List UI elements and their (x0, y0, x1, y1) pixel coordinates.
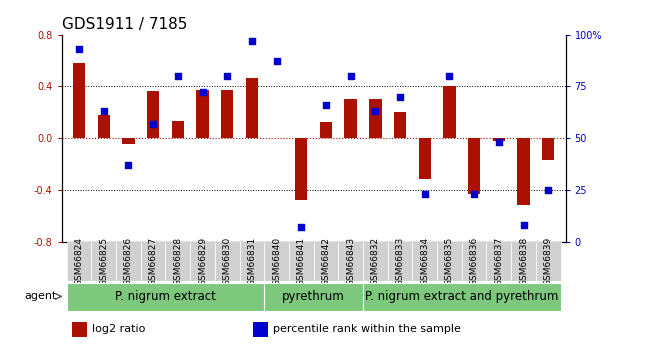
Bar (295, 138, 307, 200)
Text: GSM66836: GSM66836 (470, 237, 478, 286)
Text: GSM66839: GSM66839 (543, 237, 552, 286)
Bar (196, 90, 209, 138)
Bar (215, 241, 240, 281)
Bar (437, 241, 461, 281)
Text: percentile rank within the sample: percentile rank within the sample (273, 324, 462, 334)
Bar (141, 241, 166, 281)
Text: GSM66830: GSM66830 (223, 237, 231, 286)
Bar (116, 241, 141, 281)
Point (99, 108, 109, 114)
Bar (320, 122, 332, 138)
Text: GSM66831: GSM66831 (248, 237, 256, 286)
Point (320, 102, 331, 108)
Text: GSM66827: GSM66827 (149, 237, 157, 286)
Bar (172, 121, 184, 138)
Bar (468, 138, 480, 194)
Point (370, 108, 380, 114)
Point (148, 121, 159, 126)
Point (198, 90, 208, 95)
Bar (73, 63, 85, 138)
Text: GSM66832: GSM66832 (371, 237, 380, 286)
Bar (462, 241, 486, 281)
Text: GSM66840: GSM66840 (272, 237, 281, 286)
Bar (265, 241, 289, 281)
Bar (369, 99, 382, 138)
Text: GSM66824: GSM66824 (75, 237, 84, 286)
Bar (240, 241, 265, 281)
Bar (221, 90, 233, 138)
Point (419, 191, 430, 197)
Text: GSM66828: GSM66828 (174, 237, 182, 286)
Point (272, 59, 282, 64)
Bar (67, 283, 265, 311)
Bar (254, 322, 268, 337)
Bar (493, 138, 505, 141)
Bar (486, 241, 511, 281)
Point (543, 187, 553, 193)
Bar (419, 138, 431, 179)
Bar (190, 241, 215, 281)
Text: pyrethrum: pyrethrum (282, 290, 345, 303)
Point (222, 73, 233, 79)
Point (124, 162, 134, 168)
Bar (246, 79, 258, 138)
Bar (72, 322, 87, 337)
Text: GSM66837: GSM66837 (495, 237, 503, 286)
Point (395, 94, 405, 99)
Bar (313, 241, 338, 281)
Text: GSM66835: GSM66835 (445, 237, 454, 286)
Text: P. nigrum extract and pyrethrum: P. nigrum extract and pyrethrum (365, 290, 558, 303)
Point (173, 73, 183, 79)
Bar (92, 241, 116, 281)
Point (469, 191, 479, 197)
Bar (265, 283, 363, 311)
Text: GSM66826: GSM66826 (124, 237, 133, 286)
Bar (517, 138, 530, 205)
Point (518, 222, 528, 228)
Text: GSM66842: GSM66842 (322, 237, 330, 286)
Bar (98, 115, 110, 138)
Text: GSM66833: GSM66833 (396, 237, 404, 286)
Bar (289, 241, 313, 281)
Bar (511, 241, 536, 281)
Bar (542, 138, 554, 160)
Bar (412, 241, 437, 281)
Bar (536, 241, 560, 281)
Text: GSM66843: GSM66843 (346, 237, 355, 286)
Point (247, 38, 257, 43)
Text: GSM66829: GSM66829 (198, 237, 207, 286)
Bar (67, 241, 92, 281)
Bar (338, 241, 363, 281)
Bar (387, 241, 412, 281)
Text: GSM66841: GSM66841 (297, 237, 306, 286)
Text: P. nigrum extract: P. nigrum extract (115, 290, 216, 303)
Text: GSM66838: GSM66838 (519, 237, 528, 286)
Point (74, 46, 85, 52)
Text: GSM66825: GSM66825 (99, 237, 109, 286)
Text: agent: agent (25, 292, 57, 302)
Point (296, 224, 307, 230)
Text: log2 ratio: log2 ratio (92, 324, 146, 334)
Bar (394, 112, 406, 138)
Bar (363, 241, 387, 281)
Point (493, 139, 504, 145)
Point (345, 73, 356, 79)
Point (444, 73, 454, 79)
Bar (147, 91, 159, 138)
Text: GSM66834: GSM66834 (421, 237, 429, 286)
Bar (166, 241, 190, 281)
Bar (443, 86, 456, 138)
Bar (363, 283, 560, 311)
Text: GDS1911 / 7185: GDS1911 / 7185 (62, 17, 187, 32)
Bar (344, 99, 357, 138)
Bar (122, 138, 135, 145)
